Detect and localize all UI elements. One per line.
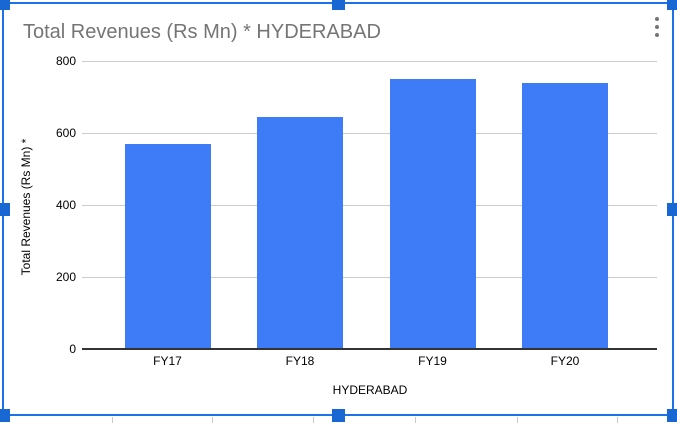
bar-FY17	[124, 143, 211, 349]
y-axis-tick-label: 400	[55, 198, 76, 212]
chart-title: Total Revenues (Rs Mn) * HYDERABAD	[23, 21, 381, 43]
bar-FY18	[257, 116, 343, 349]
bar-FY19	[389, 79, 476, 349]
bar-FY20	[522, 82, 608, 349]
y-axis-tick-label: 600	[55, 126, 76, 140]
selection-handle-top-left[interactable]	[0, 0, 10, 10]
sheet-gridline	[617, 417, 619, 423]
selection-handle-bottom-center[interactable]	[331, 408, 345, 422]
y-gridline	[82, 277, 657, 278]
sheet-gridline	[516, 417, 518, 423]
sheet-gridline	[313, 417, 315, 423]
sheet-gridline	[111, 417, 113, 423]
y-axis-tick-label: 200	[55, 270, 76, 284]
y-gridline	[82, 61, 657, 62]
selection-handle-bottom-right[interactable]	[666, 408, 677, 422]
x-axis-tick-label: FY17	[153, 354, 182, 368]
x-axis-tick-label: FY19	[418, 354, 447, 368]
y-gridline	[82, 133, 657, 134]
selection-handle-bottom-left[interactable]	[0, 408, 10, 422]
selection-handle-top-right[interactable]	[666, 0, 677, 10]
selection-handle-top-center[interactable]	[331, 0, 345, 10]
x-axis-title: HYDERABAD	[332, 383, 408, 397]
x-axis-tick-label: FY18	[285, 354, 315, 368]
selection-handle-middle-left[interactable]	[0, 202, 10, 216]
selection-handle-middle-right[interactable]	[666, 202, 677, 216]
y-axis-tick-label: 800	[55, 54, 76, 68]
x-axis-line	[82, 348, 657, 350]
kebab-dot	[655, 33, 659, 37]
y-gridline	[82, 205, 657, 206]
sheet-gridline	[211, 417, 213, 423]
x-axis-tick-label: FY20	[550, 354, 580, 368]
kebab-dot	[655, 25, 659, 29]
kebab-dot	[655, 17, 659, 21]
sheet-gridline	[415, 417, 416, 423]
y-axis-tick-label: 0	[69, 342, 76, 356]
kebab-menu-icon[interactable]	[651, 13, 663, 41]
